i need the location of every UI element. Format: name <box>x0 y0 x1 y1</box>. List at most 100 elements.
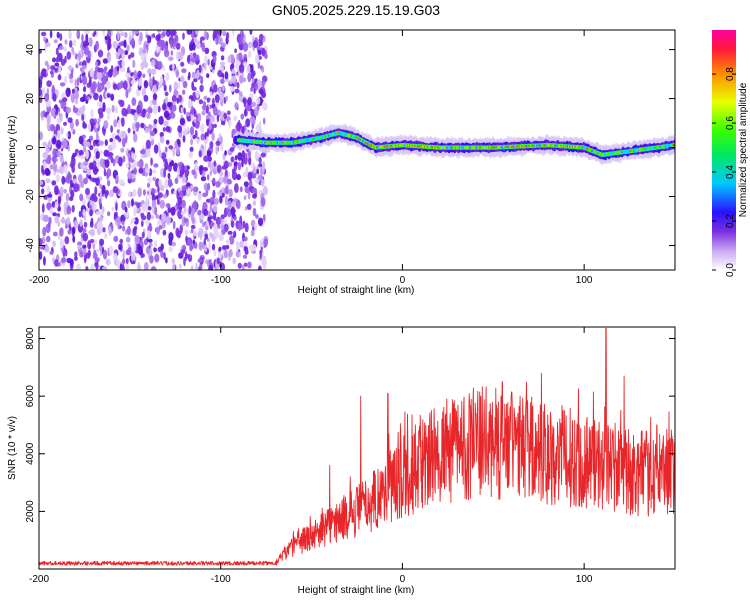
spectrogram-noise-point <box>183 107 186 115</box>
spectrogram-noise-point <box>213 30 218 36</box>
spectrogram-noise-point <box>143 153 148 158</box>
spectrogram-noise-point <box>186 238 192 245</box>
spectrogram-noise-point <box>227 178 232 185</box>
spectrogram-noise-point <box>43 36 47 42</box>
spectrogram-noise-point <box>79 251 84 258</box>
spectrogram-noise-point <box>132 59 136 69</box>
spectrogram-noise-point <box>73 107 79 114</box>
spectrogram-noise-point <box>221 120 224 126</box>
spectrogram-noise-point <box>138 159 144 169</box>
spectrogram-xtick-label: 0 <box>400 275 406 286</box>
spectrogram-noise-point <box>99 149 103 155</box>
spectrogram-noise-point <box>189 126 195 136</box>
spectrogram-noise-point <box>230 156 235 163</box>
spectrogram-noise-point <box>222 84 225 92</box>
snr-xtick-label: -100 <box>211 574 231 585</box>
spectrogram-noise-point <box>112 186 119 194</box>
snr-panel: -200 -100 0 100 2000 4000 6000 8000 Height of s… <box>7 326 676 596</box>
spectrogram-noise-point <box>119 99 125 108</box>
spectrogram-noise-point <box>105 107 112 115</box>
spectrogram-noise-point <box>189 146 194 152</box>
spectrogram-noise-point <box>180 211 186 216</box>
spectrogram-noise-point <box>102 75 107 85</box>
spectrogram-noise-point <box>204 47 210 54</box>
spectrogram-noise-point <box>133 208 137 217</box>
spectrogram-noise-point <box>129 108 135 115</box>
spectrogram-noise-point <box>152 105 158 115</box>
spectrogram-noise-point <box>232 198 238 203</box>
spectrogram-noise-point <box>102 58 109 64</box>
spectrogram-noise-point <box>177 82 181 90</box>
spectrogram-noise-point <box>241 264 245 270</box>
spectrogram-noise-point <box>41 188 45 195</box>
spectrogram-noise-point <box>165 139 170 145</box>
spectrogram-noise-point <box>125 72 131 78</box>
spectrogram-noise-point <box>45 178 51 184</box>
spectrogram-noise-point <box>200 176 207 182</box>
spectrogram-noise-point <box>244 108 247 117</box>
spectrogram-noise-point <box>215 144 219 155</box>
spectrogram-noise-point <box>143 94 149 102</box>
spectrogram-noise-point <box>131 123 137 131</box>
spectrogram-noise-point <box>95 61 98 67</box>
spectrogram-noise-point <box>82 160 89 167</box>
spectrogram-noise-point <box>55 47 59 56</box>
spectrogram-noise-point <box>152 176 157 182</box>
spectrogram-noise-point <box>94 139 100 144</box>
spectrogram-noise-point <box>180 107 184 113</box>
spectrogram-noise-point <box>257 49 262 55</box>
spectrogram-noise-point <box>107 36 112 46</box>
spectrogram-noise-point <box>182 134 186 143</box>
spectrogram-noise-point <box>197 232 202 237</box>
spectrogram-noise-point <box>199 166 203 175</box>
spectrogram-noise-point <box>94 186 98 196</box>
spectrogram-noise-point <box>263 238 269 247</box>
spectrogram-noise-point <box>40 70 44 80</box>
spectrogram-noise-point <box>250 108 255 117</box>
spectrogram-noise-point <box>107 152 114 158</box>
spectrogram-noise-point <box>167 172 171 180</box>
chart-title: GN05.2025.229.15.19.G03 <box>272 2 440 18</box>
spectrogram-noise-point <box>158 225 163 230</box>
spectrogram-noise-point <box>221 245 227 251</box>
spectrogram-noise-point <box>225 239 231 244</box>
spectrogram-noise-point <box>168 246 173 253</box>
spectrogram-noise-point <box>172 63 175 70</box>
spectrogram-noise-point <box>117 119 121 128</box>
spectrogram-noise-point <box>225 185 229 195</box>
spectrogram-noise-point <box>203 167 209 172</box>
spectrogram-noise-point <box>209 164 215 171</box>
spectrogram-noise-point <box>257 61 261 69</box>
spectrogram-noise-point <box>253 107 259 117</box>
spectrogram-noise-point <box>252 172 257 177</box>
spectrogram-noise-point <box>175 69 179 78</box>
spectrogram-noise-point <box>72 152 77 158</box>
spectrogram-noise-point <box>208 121 212 131</box>
spectrogram-noise-point <box>46 235 51 243</box>
spectrogram-noise-point <box>74 91 79 100</box>
spectrogram-noise-point <box>78 210 82 218</box>
spectrogram-noise-point <box>187 254 193 263</box>
spectrogram-noise-point <box>120 264 125 270</box>
spectrogram-noise-point <box>147 182 150 188</box>
spectrogram-noise-point <box>247 41 253 48</box>
spectrogram-noise-point <box>236 121 241 132</box>
spectrogram-noise-point <box>110 156 114 164</box>
spectrogram-noise-point <box>231 170 238 181</box>
spectrogram-noise-point <box>216 114 220 123</box>
spectrogram-noise-point <box>228 161 233 167</box>
spectrogram-noise-point <box>244 186 250 194</box>
spectrogram-noise-point <box>95 122 99 129</box>
spectrogram-noise-point <box>133 69 137 79</box>
spectrogram-noise-point <box>99 250 103 257</box>
spectrogram-noise-point <box>183 217 189 223</box>
spectrogram-noise-point <box>93 167 99 173</box>
spectrogram-noise-point <box>217 69 223 78</box>
spectrogram-noise-point <box>237 52 243 62</box>
spectrogram-noise-point <box>170 206 176 216</box>
spectrogram-noise-point <box>210 221 215 227</box>
spectrogram-noise-point <box>225 95 229 102</box>
spectrogram-noise-point <box>45 148 51 154</box>
spectrogram-noise-point <box>206 73 210 78</box>
